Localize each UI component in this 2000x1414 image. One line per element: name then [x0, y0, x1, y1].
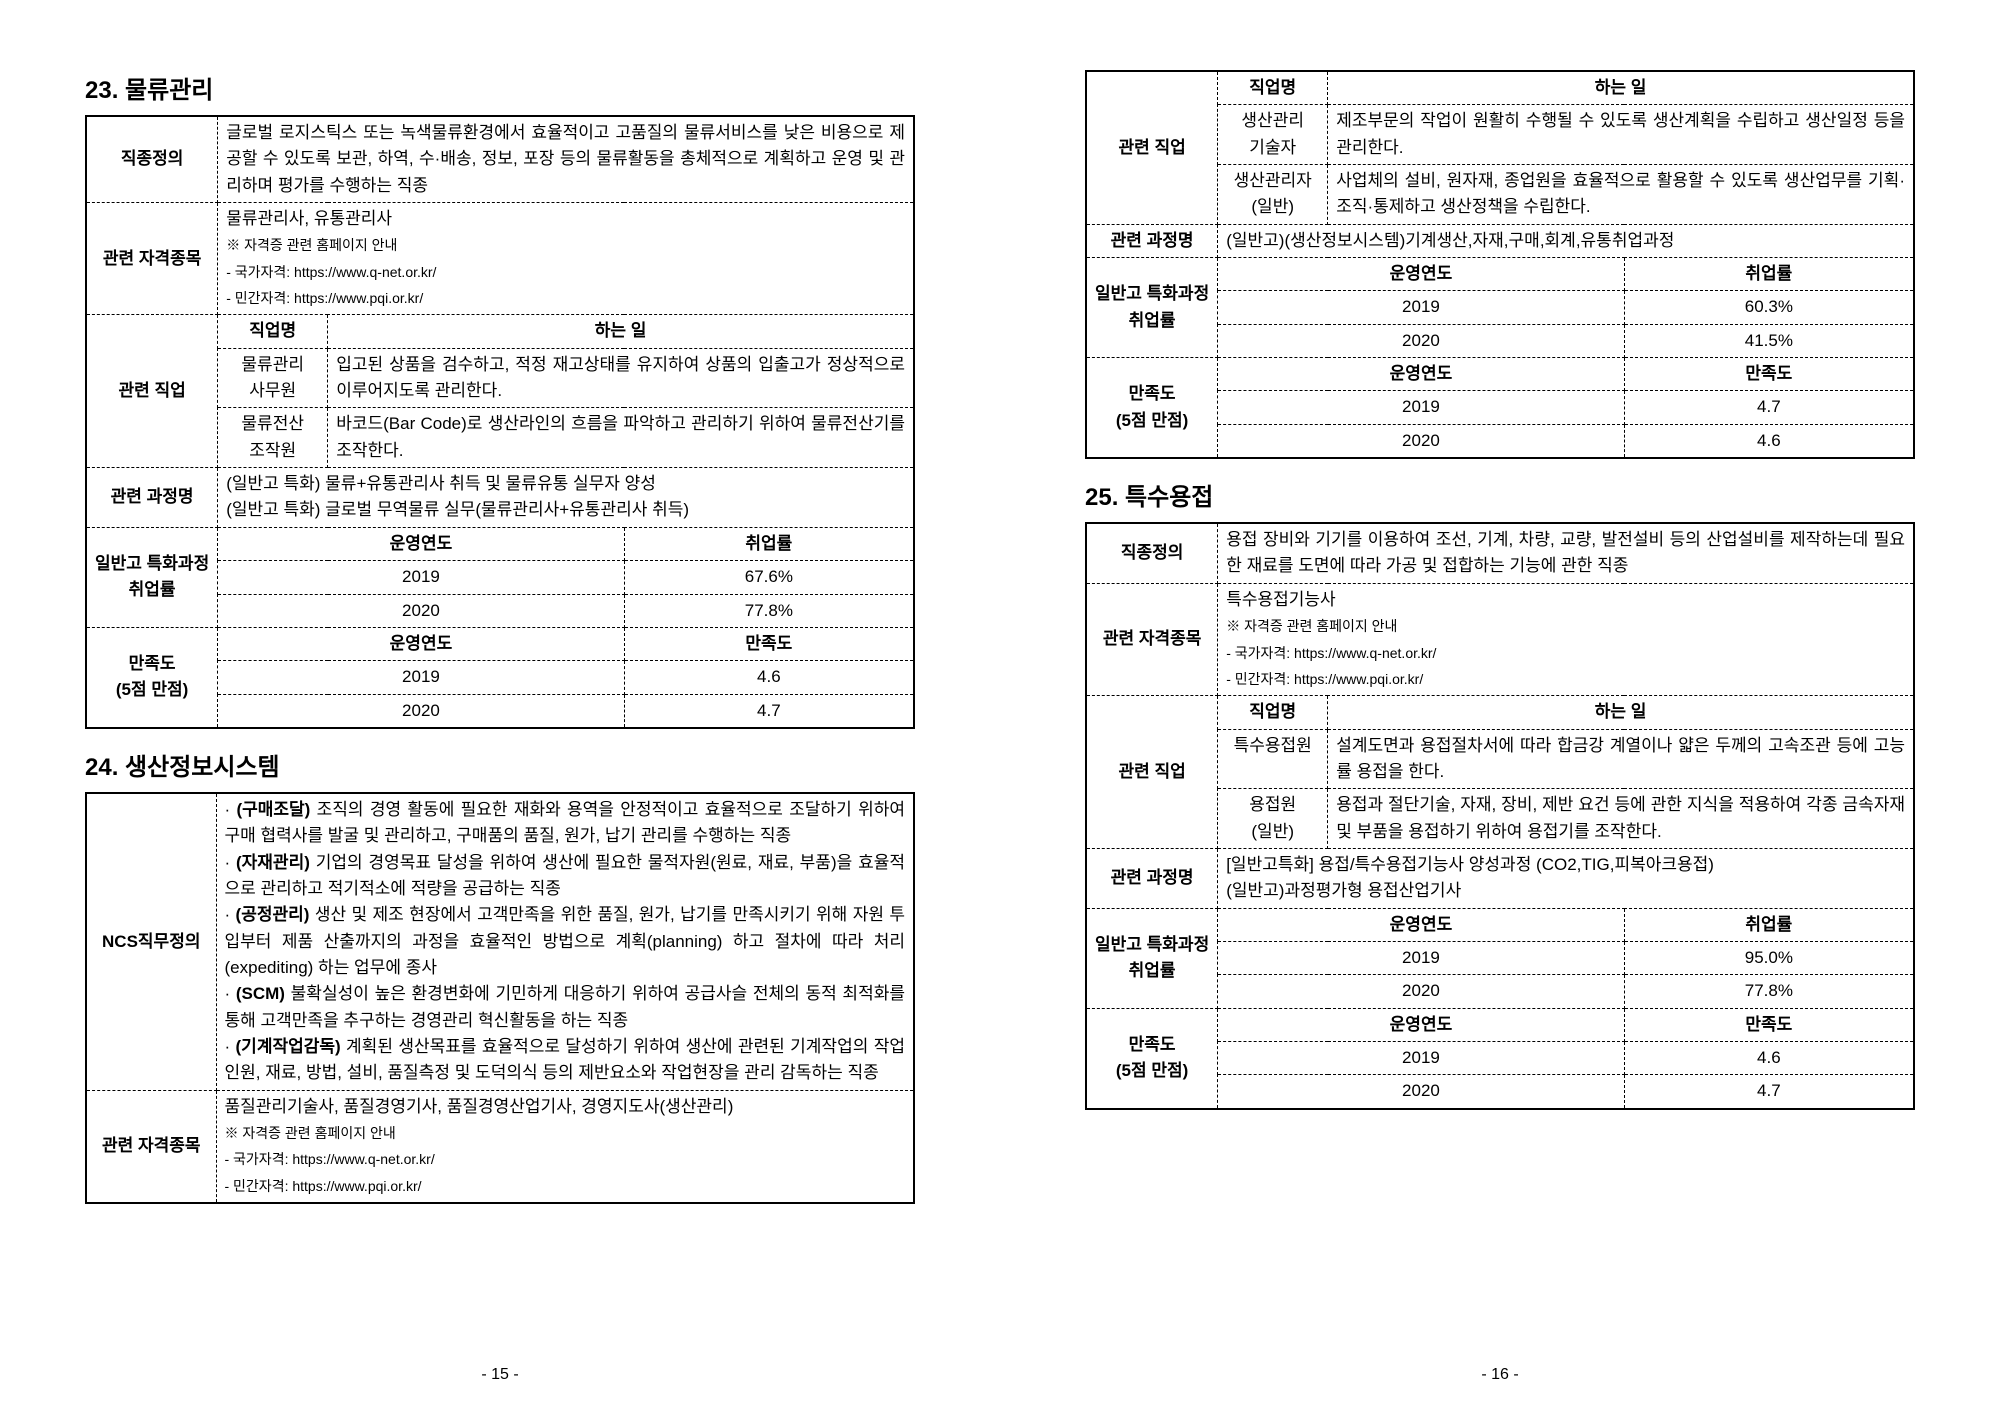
col-header: 만족도 [1624, 358, 1914, 391]
year: 2019 [1218, 941, 1625, 974]
def-text: 글로벌 로지스틱스 또는 녹색물류환경에서 효율적이고 고품질의 물류서비스를 … [218, 116, 914, 203]
row-label: 관련 자격종목 [1086, 583, 1218, 695]
course-text: (일반고 특화) 물류+유통관리사 취득 및 물류유통 실무자 양성 (일반고 … [218, 468, 914, 528]
year: 2019 [1218, 391, 1625, 424]
row-label: 관련 과정명 [1086, 848, 1218, 908]
col-header: 하는 일 [1328, 71, 1914, 105]
course-text: (일반고)(생산정보시스템)기계생산,자재,구매,회계,유통취업과정 [1218, 224, 1914, 257]
value: 77.8% [1624, 975, 1914, 1008]
cert-cell: 물류관리사, 유통관리사 ※ 자격증 관련 홈페이지 안내 - 국가자격: ht… [218, 203, 914, 315]
cert-cell: 특수용접기능사 ※ 자격증 관련 홈페이지 안내 - 국가자격: https:/… [1218, 583, 1914, 695]
col-header: 운영연도 [1218, 908, 1625, 941]
row-label: 만족도(5점 만점) [1086, 1008, 1218, 1109]
page-number: - 15 - [0, 1366, 1000, 1384]
value: 4.7 [624, 694, 914, 728]
job-task: 제조부문의 작업이 원활히 수행될 수 있도록 생산계획을 수립하고 생산일정 … [1328, 105, 1914, 165]
job-name: 생산관리 기술자 [1218, 105, 1328, 165]
col-header: 취업률 [624, 527, 914, 560]
row-label: 관련 자격종목 [86, 203, 218, 315]
row-label: 관련 직업 [86, 315, 218, 468]
job-task: 설계도면과 용접절차서에 따라 합금강 계열이나 얇은 두께의 고속조관 등에 … [1328, 729, 1914, 789]
year: 2019 [1218, 291, 1625, 324]
year: 2019 [218, 561, 625, 594]
row-label: 관련 직업 [1086, 696, 1218, 849]
col-header: 직업명 [218, 315, 328, 348]
col-header: 직업명 [1218, 696, 1328, 729]
job-name: 물류전산 조작원 [218, 408, 328, 468]
sec25-table: 직종정의 용접 장비와 기기를 이용하여 조선, 기계, 차량, 교량, 발전설… [1085, 522, 1915, 1110]
value: 4.6 [624, 661, 914, 694]
cert-cell: 품질관리기술사, 품질경영기사, 품질경영산업기사, 경영지도사(생산관리) ※… [216, 1090, 914, 1203]
year: 2020 [1218, 324, 1625, 357]
col-header: 운영연도 [1218, 1008, 1625, 1041]
ncs-def: · (구매조달) 조직의 경영 활동에 필요한 재화와 용역을 안정적이고 효율… [216, 793, 914, 1090]
value: 4.6 [1624, 1041, 1914, 1074]
row-label: 관련 과정명 [1086, 224, 1218, 257]
row-label: 직종정의 [86, 116, 218, 203]
year: 2019 [218, 661, 625, 694]
value: 67.6% [624, 561, 914, 594]
col-header: 만족도 [624, 627, 914, 660]
job-name: 물류관리 사무원 [218, 348, 328, 408]
sec23-table: 직종정의 글로벌 로지스틱스 또는 녹색물류환경에서 효율적이고 고품질의 물류… [85, 115, 915, 729]
sec25-title: 25. 특수용접 [1085, 477, 1915, 512]
page-number: - 16 - [1000, 1366, 2000, 1384]
page-left: 23. 물류관리 직종정의 글로벌 로지스틱스 또는 녹색물류환경에서 효율적이… [0, 0, 1000, 1414]
row-label: 일반고 특화과정취업률 [86, 527, 218, 627]
row-label: 일반고 특화과정취업률 [1086, 258, 1218, 358]
col-header: 취업률 [1624, 908, 1914, 941]
col-header: 취업률 [1624, 258, 1914, 291]
value: 4.7 [1624, 391, 1914, 424]
value: 77.8% [624, 594, 914, 627]
job-task: 바코드(Bar Code)로 생산라인의 흐름을 파악하고 관리하기 위하여 물… [328, 408, 914, 468]
row-label: 관련 직업 [1086, 71, 1218, 224]
job-task: 입고된 상품을 검수하고, 적정 재고상태를 유지하여 상품의 입출고가 정상적… [328, 348, 914, 408]
row-label: 관련 과정명 [86, 468, 218, 528]
col-header: 운영연도 [1218, 358, 1625, 391]
sec24b-table: 관련 직업 직업명 하는 일 생산관리 기술자 제조부문의 작업이 원활히 수행… [1085, 70, 1915, 459]
col-header: 하는 일 [328, 315, 914, 348]
row-label: 관련 자격종목 [86, 1090, 216, 1203]
col-header: 운영연도 [218, 527, 625, 560]
col-header: 만족도 [1624, 1008, 1914, 1041]
year: 2020 [1218, 424, 1625, 458]
job-name: 생산관리자 (일반) [1218, 165, 1328, 225]
course-text: [일반고특화] 용접/특수용접기능사 양성과정 (CO2,TIG,피복아크용접)… [1218, 848, 1914, 908]
sec24-table: NCS직무정의 · (구매조달) 조직의 경영 활동에 필요한 재화와 용역을 … [85, 792, 915, 1204]
sec24-title: 24. 생산정보시스템 [85, 747, 915, 782]
value: 60.3% [1624, 291, 1914, 324]
year: 2020 [1218, 1075, 1625, 1109]
job-name: 특수용접원 [1218, 729, 1328, 789]
job-task: 용접과 절단기술, 자재, 장비, 제반 요건 등에 관한 지식을 적용하여 각… [1328, 789, 1914, 849]
sec23-title: 23. 물류관리 [85, 70, 915, 105]
year: 2020 [218, 594, 625, 627]
row-label: 일반고 특화과정취업률 [1086, 908, 1218, 1008]
def-text: 용접 장비와 기기를 이용하여 조선, 기계, 차량, 교량, 발전설비 등의 … [1218, 523, 1914, 583]
col-header: 하는 일 [1328, 696, 1914, 729]
row-label: NCS직무정의 [86, 793, 216, 1090]
row-label: 직종정의 [1086, 523, 1218, 583]
value: 95.0% [1624, 941, 1914, 974]
col-header: 운영연도 [218, 627, 625, 660]
value: 4.6 [1624, 424, 1914, 458]
job-name: 용접원 (일반) [1218, 789, 1328, 849]
row-label: 만족도(5점 만점) [1086, 358, 1218, 459]
job-task: 사업체의 설비, 원자재, 종업원을 효율적으로 활용할 수 있도록 생산업무를… [1328, 165, 1914, 225]
page-right: 관련 직업 직업명 하는 일 생산관리 기술자 제조부문의 작업이 원활히 수행… [1000, 0, 2000, 1414]
year: 2020 [218, 694, 625, 728]
value: 41.5% [1624, 324, 1914, 357]
col-header: 직업명 [1218, 71, 1328, 105]
year: 2020 [1218, 975, 1625, 1008]
row-label: 만족도(5점 만점) [86, 627, 218, 728]
col-header: 운영연도 [1218, 258, 1625, 291]
value: 4.7 [1624, 1075, 1914, 1109]
year: 2019 [1218, 1041, 1625, 1074]
